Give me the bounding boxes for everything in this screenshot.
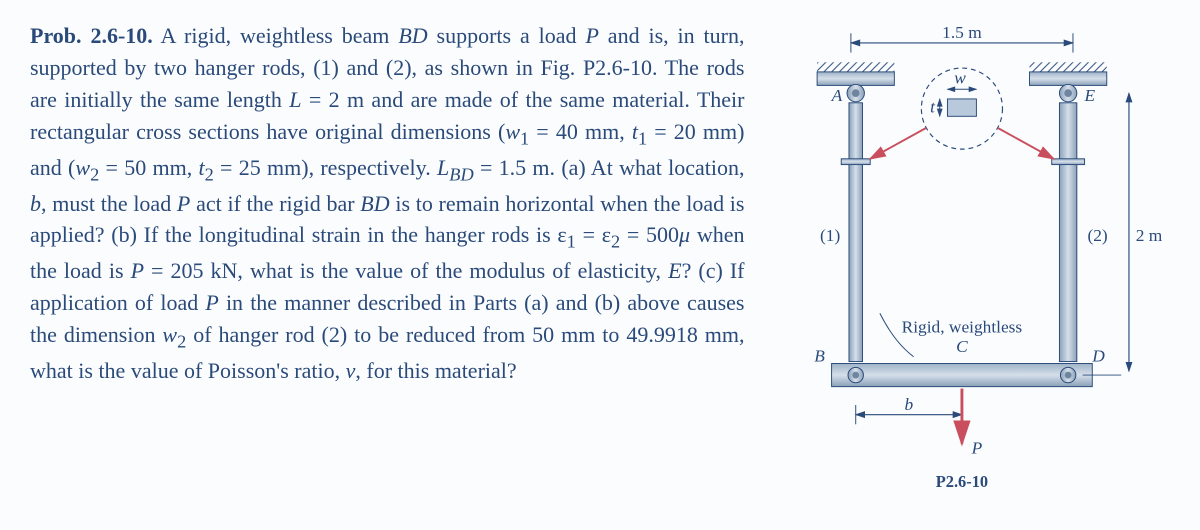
label-E: E [1084,86,1096,105]
hanger-rod-1 [849,103,863,362]
detail-arrow-left [871,128,927,159]
figure-caption: P2.6-10 [936,472,988,491]
detail-arrow-right [998,128,1054,159]
figure-column: 1.5 m A E (1) (2) w t [764,20,1170,510]
label-A: A [831,86,843,105]
cross-section-rect [948,99,977,116]
label-P: P [971,438,983,457]
support-plate-right [1030,72,1107,86]
label-b: b [905,395,914,414]
label-t: t [931,97,937,116]
right-dimension-label: 2 m [1136,226,1163,245]
label-B: B [815,347,826,366]
problem-number: Prob. 2.6-10. [30,23,153,48]
problem-text-column: Prob. 2.6-10. A rigid, weightless beam B… [30,20,764,510]
label-rigid: Rigid, weightless [902,318,1023,337]
label-rod1: (1) [820,226,840,245]
top-dimension-label: 1.5 m [943,23,983,42]
label-w: w [955,68,967,87]
support-plate-left [818,72,895,86]
beam-BD [832,363,1093,386]
figure-svg: 1.5 m A E (1) (2) w t [764,20,1170,510]
label-D: D [1092,347,1106,366]
label-rod2: (2) [1088,226,1108,245]
problem-paragraph: Prob. 2.6-10. A rigid, weightless beam B… [30,20,744,387]
label-C: C [957,337,969,356]
hanger-rod-2 [1060,103,1077,362]
